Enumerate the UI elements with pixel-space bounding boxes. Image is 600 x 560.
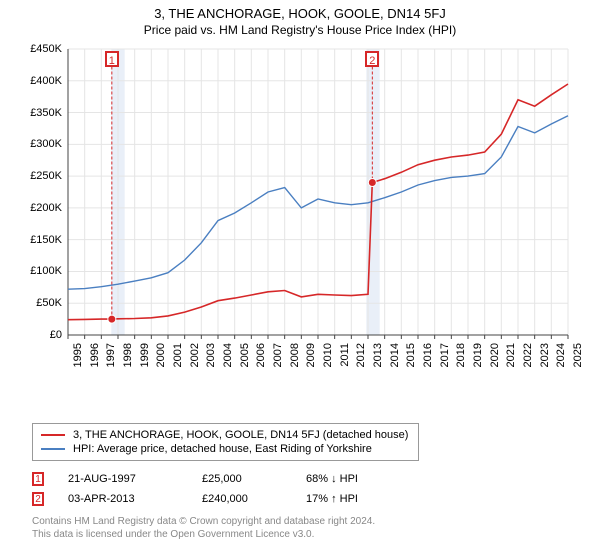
x-tick-label: 2014 — [389, 343, 401, 367]
chart-title: 3, THE ANCHORAGE, HOOK, GOOLE, DN14 5FJ — [0, 0, 600, 21]
events-table: 1 21-AUG-1997 £25,000 68% ↓ HPI 2 03-APR-2013… — [32, 469, 600, 509]
footnote-line2: This data is licensed under the Open Gov… — [32, 528, 600, 541]
event-date: 21-AUG-1997 — [68, 473, 178, 485]
event-delta: 17% ↑ HPI — [306, 493, 406, 505]
y-tick-label: £150K — [20, 234, 62, 246]
x-tick-label: 2001 — [172, 343, 184, 367]
x-tick-label: 2022 — [522, 343, 534, 367]
x-tick-label: 2004 — [222, 343, 234, 367]
x-tick-label: 2016 — [422, 343, 434, 367]
x-tick-label: 1995 — [72, 343, 84, 367]
x-tick-label: 2025 — [572, 343, 584, 367]
chart-svg — [20, 41, 580, 381]
x-tick-label: 2019 — [472, 343, 484, 367]
footnote-line1: Contains HM Land Registry data © Crown c… — [32, 515, 600, 528]
footnote: Contains HM Land Registry data © Crown c… — [32, 515, 600, 541]
x-tick-label: 1996 — [89, 343, 101, 367]
x-tick-label: 2005 — [239, 343, 251, 367]
x-tick-label: 2015 — [405, 343, 417, 367]
x-tick-label: 2006 — [255, 343, 267, 367]
x-tick-label: 2012 — [355, 343, 367, 367]
event-row: 1 21-AUG-1997 £25,000 68% ↓ HPI — [32, 469, 600, 489]
x-tick-label: 2013 — [372, 343, 384, 367]
x-tick-label: 2008 — [289, 343, 301, 367]
x-tick-label: 2010 — [322, 343, 334, 367]
legend-swatch — [41, 434, 65, 436]
chart-plot-area: £0 £50K £100K £150K £200K £250K £300K £350K £400… — [20, 41, 580, 381]
x-tick-label: 2023 — [539, 343, 551, 367]
y-tick-label: £400K — [20, 75, 62, 87]
x-tick-label: 2009 — [305, 343, 317, 367]
chart-container: 3, THE ANCHORAGE, HOOK, GOOLE, DN14 5FJ … — [0, 0, 600, 560]
event-marker-2: 2 — [365, 51, 379, 67]
x-tick-label: 2021 — [505, 343, 517, 367]
event-price: £25,000 — [202, 473, 282, 485]
event-date: 03-APR-2013 — [68, 493, 178, 505]
x-tick-label: 2011 — [339, 343, 351, 367]
event-row-marker: 2 — [32, 492, 44, 506]
y-tick-label: £50K — [20, 297, 62, 309]
chart-subtitle: Price paid vs. HM Land Registry's House … — [0, 21, 600, 41]
legend: 3, THE ANCHORAGE, HOOK, GOOLE, DN14 5FJ … — [32, 423, 419, 461]
legend-item: HPI: Average price, detached house, East… — [41, 442, 408, 456]
x-tick-label: 2024 — [555, 343, 567, 367]
y-tick-label: £100K — [20, 265, 62, 277]
legend-swatch — [41, 448, 65, 450]
y-tick-label: £250K — [20, 170, 62, 182]
x-tick-label: 2017 — [439, 343, 451, 367]
x-tick-label: 2020 — [489, 343, 501, 367]
event-marker-1: 1 — [105, 51, 119, 67]
x-tick-label: 2002 — [189, 343, 201, 367]
y-tick-label: £0 — [20, 329, 62, 341]
event-row-marker: 1 — [32, 472, 44, 486]
x-tick-label: 2007 — [272, 343, 284, 367]
x-tick-label: 1999 — [139, 343, 151, 367]
y-tick-label: £350K — [20, 107, 62, 119]
y-tick-label: £300K — [20, 138, 62, 150]
x-tick-label: 2003 — [205, 343, 217, 367]
legend-item: 3, THE ANCHORAGE, HOOK, GOOLE, DN14 5FJ … — [41, 428, 408, 442]
event-delta: 68% ↓ HPI — [306, 473, 406, 485]
legend-label: 3, THE ANCHORAGE, HOOK, GOOLE, DN14 5FJ … — [73, 429, 408, 441]
x-tick-label: 2000 — [155, 343, 167, 367]
y-tick-label: £200K — [20, 202, 62, 214]
event-row: 2 03-APR-2013 £240,000 17% ↑ HPI — [32, 489, 600, 509]
y-tick-label: £450K — [20, 43, 62, 55]
x-tick-label: 1997 — [105, 343, 117, 367]
event-price: £240,000 — [202, 493, 282, 505]
x-tick-label: 2018 — [455, 343, 467, 367]
legend-label: HPI: Average price, detached house, East… — [73, 443, 372, 455]
x-tick-label: 1998 — [122, 343, 134, 367]
